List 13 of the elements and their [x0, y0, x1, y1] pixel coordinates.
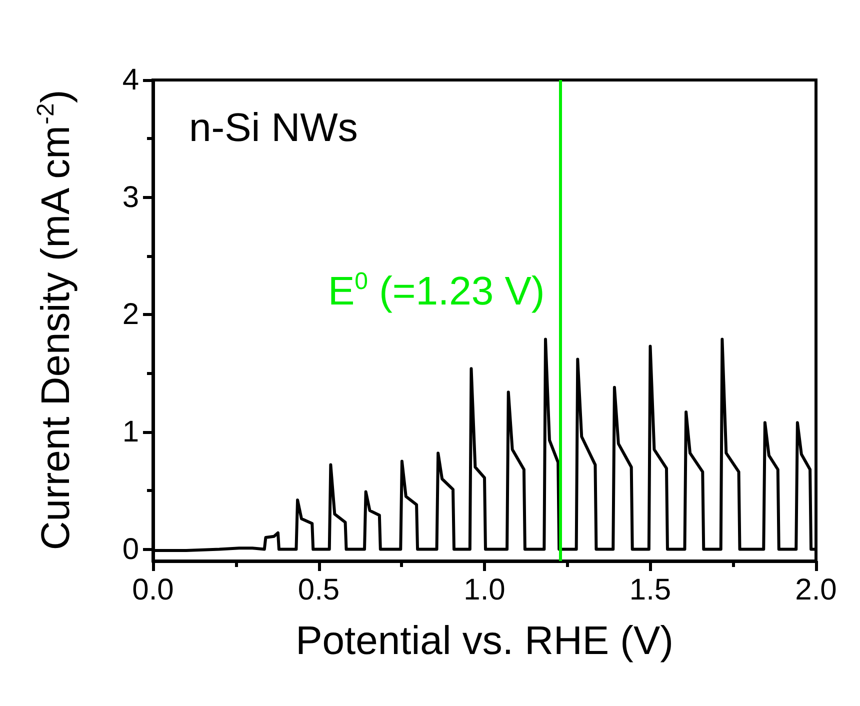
y-tick-label: 0 [122, 532, 139, 566]
y-tick-label: 4 [122, 64, 139, 96]
x-tick-label: 1.5 [629, 574, 672, 606]
x-tick-label: 0.5 [298, 574, 340, 606]
x-tick-label: 1.0 [464, 574, 506, 606]
y-tick-label: 1 [122, 415, 139, 448]
y-tick-label: 3 [122, 180, 139, 214]
annotation: n-Si NWs [189, 106, 358, 150]
y-tick-label: 2 [122, 298, 139, 332]
y-axis-title: Current Density (mA cm-2) [32, 90, 78, 550]
x-axis-title: Potential vs. RHE (V) [296, 619, 674, 663]
x-tick-label: 2.0 [795, 574, 837, 606]
x-tick-label: 0.0 [132, 574, 174, 606]
